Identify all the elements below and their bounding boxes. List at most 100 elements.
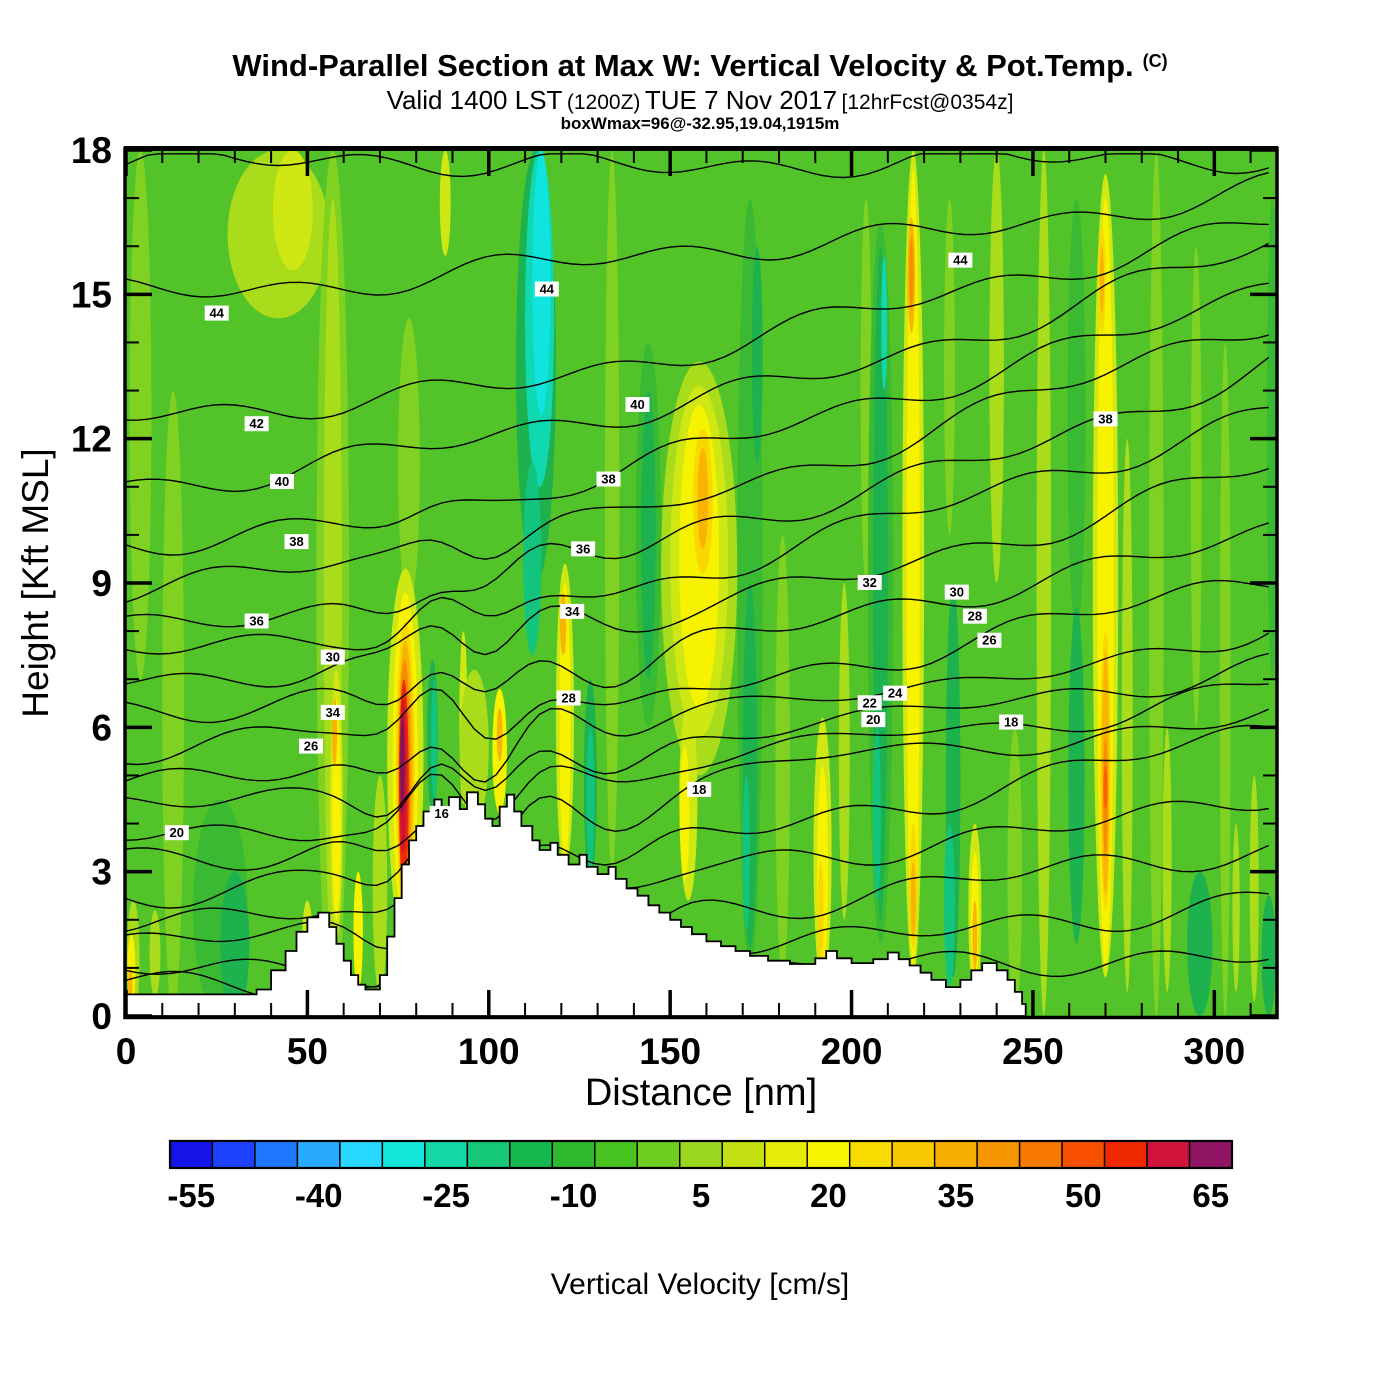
colorbar-segment (679, 1140, 723, 1169)
isentrope-label-box (857, 575, 882, 590)
velocity-streak (272, 150, 313, 271)
isentrope-label-box (625, 396, 650, 412)
isentrope-label-box (977, 632, 1002, 648)
svg-text:300: 300 (1183, 1031, 1245, 1072)
isentrope-label-box (320, 649, 345, 665)
isentrope-contours (126, 153, 1270, 1009)
chart-title: Wind-Parallel Section at Max W: Vertical… (232, 48, 1134, 83)
svg-text:9: 9 (91, 563, 112, 604)
velocity-streak (909, 236, 914, 309)
velocity-streak (1099, 246, 1105, 314)
colorbar-segment (551, 1140, 596, 1169)
colorbar-segment (636, 1140, 681, 1169)
colorbar-segment (1061, 1140, 1106, 1169)
isentrope-label-box (571, 541, 596, 557)
velocity-streak (1232, 823, 1240, 992)
velocity-streak (910, 862, 916, 940)
isentrope-label-box (962, 608, 987, 624)
velocity-streak (1007, 727, 1023, 1016)
velocity-streak (1261, 895, 1276, 1016)
colorbar-segment (594, 1140, 638, 1169)
velocity-streak (1067, 198, 1086, 632)
isentrope-label: 20 (170, 825, 184, 840)
isentrope-label-box (1093, 411, 1118, 427)
isentrope-label-box (999, 714, 1024, 730)
chart-title-units: (C) (1142, 51, 1168, 71)
isentrope-46 (126, 153, 1269, 179)
isentrope-38 (126, 282, 1269, 556)
colorbar-segment (424, 1140, 469, 1169)
isentrope-label-box (857, 695, 882, 711)
isentrope-label: 44 (953, 253, 968, 268)
colorbar-segment (509, 1140, 554, 1169)
velocity-streak (1162, 727, 1172, 992)
colorbar-segment (1103, 1140, 1148, 1169)
isentrope-label: 20 (866, 712, 880, 727)
isentrope-label: 34 (565, 604, 580, 619)
velocity-streak (560, 592, 567, 656)
isentrope-label: 28 (561, 690, 575, 705)
velocity-streak (881, 255, 888, 391)
velocity-streak (372, 775, 388, 997)
colorbar-border (168, 1139, 1234, 1170)
svg-text:0: 0 (116, 1031, 137, 1072)
velocity-streak (586, 727, 595, 872)
isentrope-label-box (596, 471, 621, 487)
colorbar-segment (169, 1140, 214, 1169)
isentrope-label: 38 (289, 534, 303, 549)
isentrope-label-box (861, 712, 886, 728)
isentrope-18 (126, 708, 1269, 871)
chart-subtitle: Valid 1400 LST (1200Z) TUE 7 Nov 2017 [1… (0, 85, 1400, 116)
isentrope-24 (126, 632, 1270, 783)
isentrope-label-box (244, 416, 269, 432)
velocity-streak (697, 448, 709, 550)
isentrope-label: 28 (968, 609, 982, 624)
isentrope-36 (126, 334, 1269, 603)
velocity-streak (1036, 150, 1052, 1016)
isentrope-label: 36 (576, 541, 590, 556)
velocity-streak (1149, 150, 1164, 1016)
isentrope-label-box (299, 738, 324, 754)
velocity-field (126, 150, 1276, 1016)
colorbar-segment (891, 1140, 936, 1169)
colorbar-segment (764, 1140, 808, 1169)
colorbar: -55 -40 -25 -10 5 20 35 50 65 (167, 1139, 1234, 1214)
isentrope-label: 26 (982, 633, 996, 648)
isentrope-20 (126, 683, 1269, 842)
isentrope-label: 38 (1098, 411, 1112, 426)
velocity-streak (128, 967, 133, 1002)
isentrope-16 (126, 724, 1269, 909)
svg-text:18: 18 (71, 130, 112, 171)
colorbar-tick-label: -55 (167, 1177, 215, 1214)
velocity-streak (439, 150, 451, 256)
colorbar-segment (1188, 1140, 1233, 1169)
axis-ticks (124, 148, 1276, 1018)
velocity-streak (604, 150, 620, 872)
velocity-streak (523, 462, 542, 656)
velocity-streak (398, 318, 420, 608)
colorbar-tick-label: -25 (422, 1177, 470, 1214)
isentrope-labels: 44 42 40 38 36 30 34 26 20 44 40 38 36 34 28 16 44 38 32 30… (164, 252, 1118, 841)
colorbar-tick-label: -40 (295, 1177, 343, 1214)
isentrope-40 (126, 242, 1270, 493)
velocity-streak (162, 390, 185, 1016)
colorbar-tick-label: 20 (810, 1177, 847, 1214)
isentrope-label: 42 (249, 416, 263, 431)
velocity-streak (1187, 871, 1213, 1016)
isentrope-label-box (560, 603, 585, 619)
svg-text:3: 3 (91, 852, 112, 893)
colorbar-segment (933, 1140, 978, 1169)
isentrope-label-box (269, 473, 294, 489)
isentrope-label-box (164, 825, 189, 841)
velocity-streak (944, 823, 955, 988)
colorbar-segment (381, 1140, 426, 1169)
isentrope-label: 30 (950, 585, 964, 600)
isentrope-label-box (284, 534, 309, 550)
isentrope-label: 40 (630, 397, 644, 412)
svg-text:15: 15 (71, 274, 112, 315)
colorbar-tick-label: 35 (938, 1177, 975, 1214)
colorbar-segment (1018, 1140, 1063, 1169)
isentrope-label-box (320, 704, 345, 720)
isentrope-label: 34 (326, 705, 341, 720)
